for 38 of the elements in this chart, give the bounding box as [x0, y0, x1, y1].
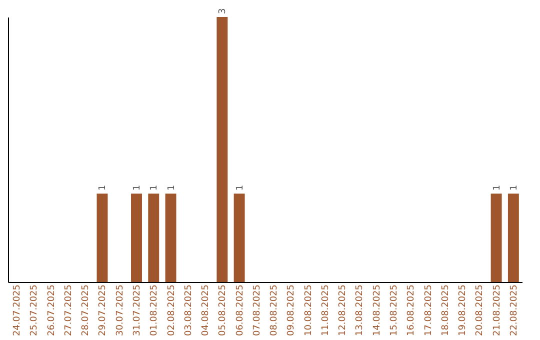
x-tick-label: 13.08.2025	[355, 284, 366, 336]
x-tick-label: 01.08.2025	[150, 284, 160, 336]
x-tick-label: 15.08.2025	[390, 284, 400, 336]
x-tick-label: 22.08.2025	[509, 284, 520, 336]
x-tick-label: 28.07.2025	[81, 284, 92, 336]
x-tick-label: 17.08.2025	[424, 284, 434, 336]
data-label: 1	[98, 184, 108, 191]
x-tick-label: 11.08.2025	[320, 284, 331, 336]
x-tick-label: 18.08.2025	[440, 284, 451, 336]
x-tick-label: 02.08.2025	[166, 284, 177, 336]
x-tick-label: 08.08.2025	[270, 284, 280, 336]
x-tick-label: 09.08.2025	[286, 284, 297, 336]
data-label: 3	[218, 8, 228, 14]
x-tick-label: 29.07.2025	[98, 284, 108, 336]
x-tick-label: 25.07.2025	[30, 284, 40, 336]
x-tick-label: 21.08.2025	[492, 284, 502, 336]
x-tick-label: 27.07.2025	[64, 284, 74, 336]
data-label: 1	[492, 184, 502, 191]
data-label: 1	[235, 184, 246, 191]
x-tick-label: 05.08.2025	[218, 284, 228, 336]
x-tick-label: 10.08.2025	[304, 284, 314, 336]
x-tick-label: 12.08.2025	[338, 284, 348, 336]
x-tick-label: 03.08.2025	[184, 284, 194, 336]
x-tick-label: 07.08.2025	[252, 284, 262, 336]
x-tick-label: 14.08.2025	[372, 284, 382, 336]
data-label: 1	[166, 184, 177, 191]
x-tick-label: 20.08.2025	[475, 284, 486, 336]
x-tick-label: 16.08.2025	[406, 284, 417, 336]
data-label: 1	[509, 184, 520, 191]
data-label: 1	[150, 184, 160, 191]
x-tick-label: 26.07.2025	[46, 284, 57, 336]
x-tick-label: 06.08.2025	[235, 284, 246, 336]
x-tick-label: 30.07.2025	[115, 284, 126, 336]
x-tick-label: 24.07.2025	[12, 284, 23, 336]
x-tick-label: 19.08.2025	[458, 284, 468, 336]
x-tick-label: 31.07.2025	[132, 284, 142, 336]
data-label: 1	[132, 184, 142, 191]
x-tick-label: 04.08.2025	[201, 284, 212, 336]
